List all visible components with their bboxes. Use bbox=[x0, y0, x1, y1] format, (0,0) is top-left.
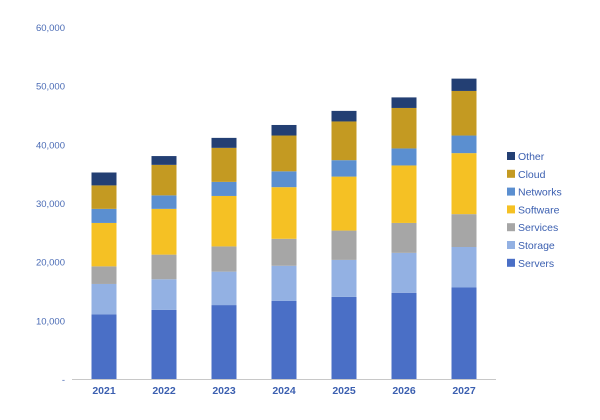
x-tick-label: 2027 bbox=[452, 385, 476, 397]
bar-segment-networks-2024 bbox=[271, 171, 297, 188]
bar-segment-cloud-2021 bbox=[91, 185, 117, 209]
bar-segment-services-2027 bbox=[451, 214, 477, 247]
bars-layer bbox=[91, 78, 477, 379]
bar-segment-services-2026 bbox=[391, 222, 417, 253]
bar-segment-services-2023 bbox=[211, 246, 237, 272]
legend: Other Cloud Networks Software Services Storag… bbox=[507, 151, 562, 270]
bar-segment-cloud-2023 bbox=[211, 147, 237, 182]
bar-segment-software-2026 bbox=[391, 165, 417, 223]
bar-segment-software-2023 bbox=[211, 195, 237, 247]
bar-segment-cloud-2026 bbox=[391, 107, 417, 149]
y-tick-label: 60,000 bbox=[36, 23, 65, 34]
legend-label-networks: Networks bbox=[518, 187, 562, 199]
bar-segment-storage-2024 bbox=[271, 265, 297, 301]
bar-segment-storage-2025 bbox=[331, 259, 357, 297]
bar-segment-storage-2027 bbox=[451, 247, 477, 288]
bar-segment-services-2024 bbox=[271, 238, 297, 266]
bar-segment-networks-2027 bbox=[451, 135, 477, 154]
x-tick-label: 2022 bbox=[152, 385, 176, 397]
x-tick-label: 2023 bbox=[212, 385, 236, 397]
x-axis: 2021 2022 2023 2024 2025 2026 2027 bbox=[72, 379, 496, 397]
legend-label-services: Services bbox=[518, 222, 558, 234]
legend-label-storage: Storage bbox=[518, 240, 555, 252]
bar-segment-networks-2023 bbox=[211, 181, 237, 196]
bar-segment-cloud-2025 bbox=[331, 121, 357, 161]
bar-segment-servers-2026 bbox=[391, 292, 417, 379]
y-tick-label: 30,000 bbox=[36, 199, 65, 210]
bar-segment-networks-2026 bbox=[391, 148, 417, 166]
bar-segment-software-2027 bbox=[451, 153, 477, 215]
bar-segment-servers-2024 bbox=[271, 300, 297, 379]
bar-segment-other-2021 bbox=[91, 172, 117, 186]
y-axis: - 10,000 20,000 30,000 40,000 50,000 60,000 bbox=[36, 23, 65, 386]
x-tick-label: 2024 bbox=[272, 385, 296, 397]
bar-segment-other-2022 bbox=[151, 156, 177, 165]
legend-label-cloud: Cloud bbox=[518, 169, 546, 181]
bar-segment-software-2024 bbox=[271, 187, 297, 239]
bar-segment-networks-2021 bbox=[91, 208, 117, 223]
bar-segment-software-2021 bbox=[91, 222, 117, 267]
bar-segment-servers-2025 bbox=[331, 296, 357, 379]
x-tick-label: 2021 bbox=[92, 385, 116, 397]
y-tick-label: 20,000 bbox=[36, 258, 65, 269]
bar-segment-software-2025 bbox=[331, 176, 357, 231]
bar-segment-other-2027 bbox=[451, 78, 477, 91]
legend-swatch-storage bbox=[507, 241, 515, 249]
y-tick-label: 50,000 bbox=[36, 82, 65, 93]
bar-segment-cloud-2027 bbox=[451, 90, 477, 136]
bar-segment-storage-2026 bbox=[391, 252, 417, 293]
bar-segment-software-2022 bbox=[151, 208, 177, 255]
bar-segment-servers-2027 bbox=[451, 287, 477, 379]
bar-segment-storage-2023 bbox=[211, 271, 237, 306]
legend-label-servers: Servers bbox=[518, 258, 554, 270]
bar-segment-other-2026 bbox=[391, 97, 417, 108]
y-tick-label: - bbox=[62, 375, 65, 386]
bar-segment-networks-2025 bbox=[331, 160, 357, 177]
legend-swatch-other bbox=[507, 152, 515, 160]
bar-segment-services-2021 bbox=[91, 266, 117, 284]
bar-segment-cloud-2022 bbox=[151, 164, 177, 196]
legend-swatch-networks bbox=[507, 187, 515, 196]
y-tick-label: 40,000 bbox=[36, 140, 65, 151]
bar-segment-storage-2022 bbox=[151, 279, 177, 310]
bar-segment-other-2024 bbox=[271, 124, 297, 136]
legend-label-software: Software bbox=[518, 204, 560, 216]
y-tick-label: 10,000 bbox=[36, 316, 65, 327]
bar-segment-other-2025 bbox=[331, 110, 357, 122]
bar-segment-services-2022 bbox=[151, 254, 177, 280]
bar-segment-servers-2023 bbox=[211, 305, 237, 379]
bar-segment-other-2023 bbox=[211, 137, 237, 148]
x-tick-label: 2026 bbox=[392, 385, 416, 397]
legend-swatch-software bbox=[507, 205, 515, 214]
bar-segment-servers-2022 bbox=[151, 309, 177, 379]
legend-label-other: Other bbox=[518, 151, 545, 163]
bar-segment-networks-2022 bbox=[151, 195, 177, 209]
bar-segment-cloud-2024 bbox=[271, 135, 297, 172]
x-tick-label: 2025 bbox=[332, 385, 356, 397]
bar-segment-servers-2021 bbox=[91, 314, 117, 379]
legend-swatch-services bbox=[507, 223, 515, 232]
legend-swatch-servers bbox=[507, 258, 515, 267]
bar-segment-services-2025 bbox=[331, 230, 357, 260]
bar-segment-storage-2021 bbox=[91, 283, 117, 315]
legend-swatch-cloud bbox=[507, 169, 515, 178]
